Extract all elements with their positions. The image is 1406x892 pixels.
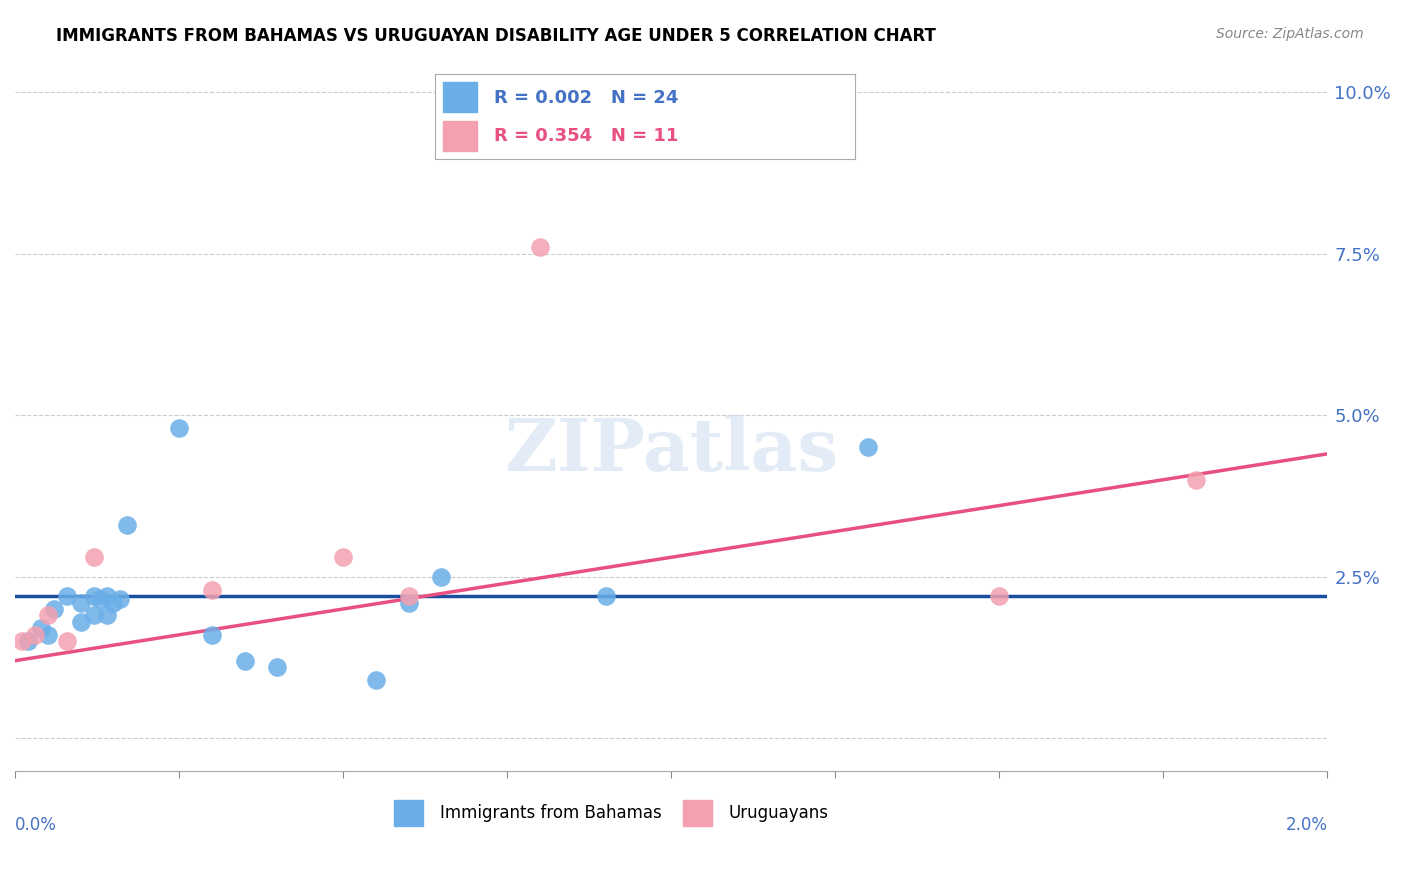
Point [398, 595, 420, 609]
Point [988, 589, 1011, 603]
Point [167, 421, 190, 435]
Point [201, 628, 224, 642]
Point [17, 634, 39, 648]
Point [69, 615, 91, 629]
Point [44, 602, 66, 616]
Point [56, 589, 79, 603]
Point [24, 628, 46, 642]
Point [233, 654, 256, 668]
Point [398, 589, 420, 603]
Text: ZIPatlas: ZIPatlas [505, 415, 838, 486]
Text: Source: ZipAtlas.com: Source: ZipAtlas.com [1216, 27, 1364, 41]
Point [96, 589, 118, 603]
Text: 2.0%: 2.0% [1285, 816, 1327, 834]
Point [266, 660, 288, 674]
Point [595, 589, 617, 603]
Point [89, 592, 111, 607]
Point [37, 608, 59, 623]
Point [30, 621, 52, 635]
Point [83, 589, 105, 603]
Point [108, 592, 131, 607]
Point [430, 570, 453, 584]
Point [103, 595, 125, 609]
Point [529, 240, 551, 254]
Point [364, 673, 387, 687]
Point [56, 634, 79, 648]
Point [332, 550, 354, 565]
Point [37, 628, 59, 642]
Point [201, 582, 224, 597]
Text: 0.0%: 0.0% [15, 816, 56, 834]
Point [115, 518, 138, 533]
Point [83, 550, 105, 565]
Point [1185, 473, 1208, 487]
Point [69, 595, 91, 609]
Text: IMMIGRANTS FROM BAHAMAS VS URUGUAYAN DISABILITY AGE UNDER 5 CORRELATION CHART: IMMIGRANTS FROM BAHAMAS VS URUGUAYAN DIS… [56, 27, 936, 45]
Point [856, 441, 879, 455]
Point [83, 608, 105, 623]
Point [10, 634, 32, 648]
Point [96, 608, 118, 623]
